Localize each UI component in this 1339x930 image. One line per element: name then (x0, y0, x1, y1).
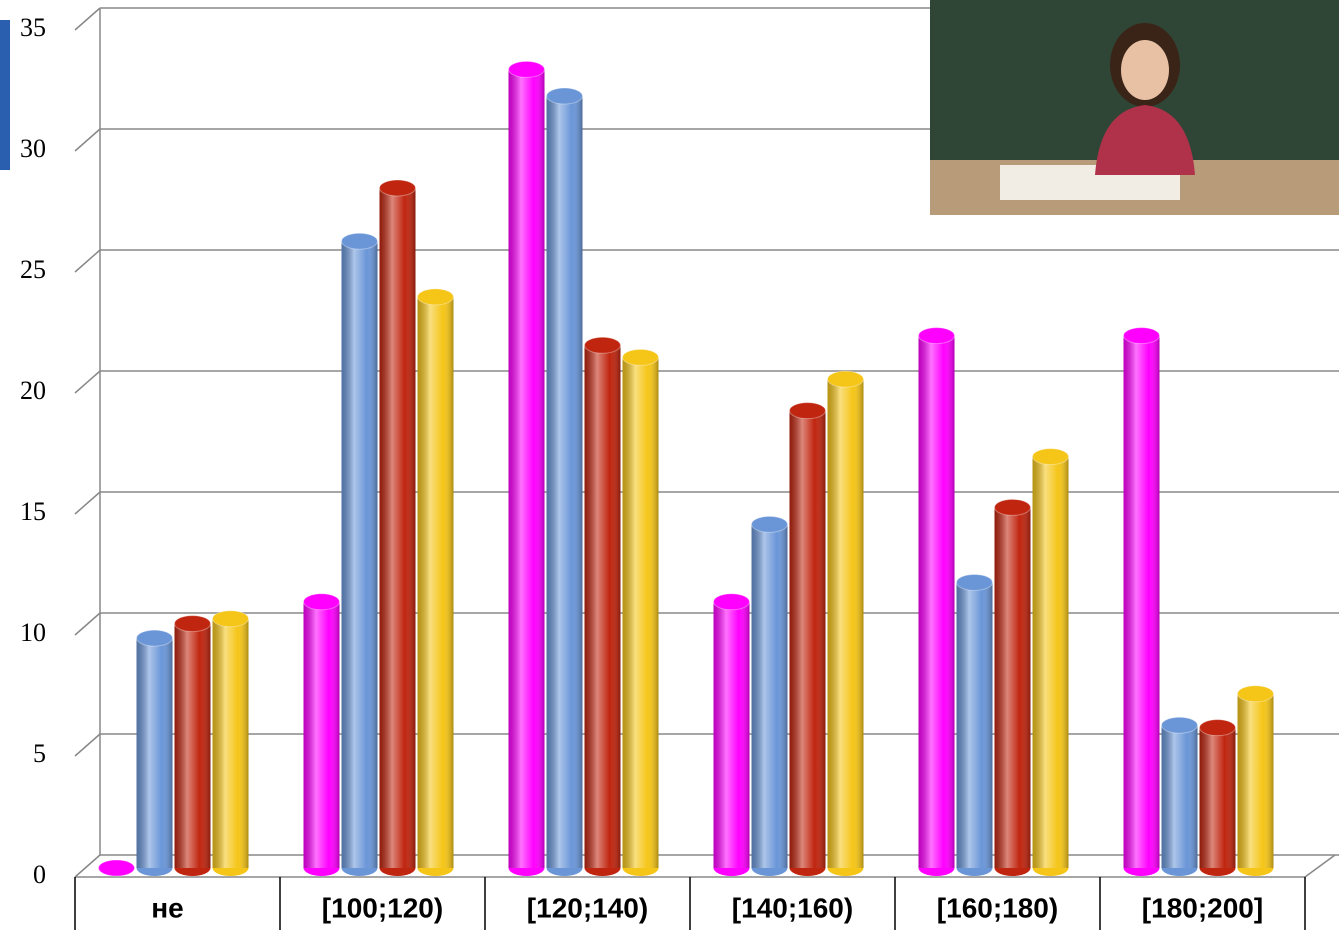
bar-shine (827, 379, 864, 868)
photo (930, 0, 1339, 215)
bar-shine (1199, 727, 1236, 868)
x-tick-label: [100;120) (322, 892, 443, 923)
bar-shine (789, 410, 826, 868)
bar (1199, 719, 1236, 876)
y-tick-label: 5 (33, 739, 46, 768)
bar-top (751, 515, 788, 533)
y-tick-label: 35 (20, 13, 46, 42)
bar-top (303, 593, 340, 611)
bar (827, 370, 864, 876)
bar-shine (303, 601, 340, 868)
bar-shine (1123, 335, 1160, 869)
y-tick-label: 0 (33, 860, 46, 889)
grid-line (74, 854, 101, 878)
bar (584, 336, 621, 876)
bar (546, 87, 583, 876)
bar-top (584, 336, 621, 354)
bar (751, 515, 788, 876)
bar-shine (508, 69, 545, 868)
grid-line (74, 491, 101, 515)
bar-top (1032, 448, 1069, 466)
bar-shine (956, 582, 993, 868)
x-tick-label: [160;180) (937, 892, 1058, 923)
bar (1237, 685, 1274, 876)
corner-decoration (0, 20, 10, 170)
grid-line (74, 370, 101, 394)
bar-shine (584, 345, 621, 868)
bar (379, 179, 416, 876)
y-tick-label: 25 (20, 255, 46, 284)
bar-shine (1161, 725, 1198, 868)
bar-shine (546, 96, 583, 868)
bar-shine (1032, 456, 1069, 868)
bar-top (1161, 716, 1198, 734)
x-tick-label: [120;140) (527, 892, 648, 923)
bar (417, 288, 454, 876)
bar-top (174, 615, 211, 633)
grid-line (74, 612, 101, 636)
bar (98, 859, 135, 877)
bar-top (622, 348, 659, 366)
bar-shine (136, 638, 173, 868)
y-tick-label: 20 (20, 376, 46, 405)
y-tick-label: 15 (20, 497, 46, 526)
bar-top (713, 593, 750, 611)
bar (1123, 327, 1160, 876)
floor-edge (1304, 854, 1336, 878)
bar (1032, 448, 1069, 876)
bar (1161, 716, 1198, 876)
bar-top (379, 179, 416, 197)
bar-shine (174, 623, 211, 868)
bar (789, 402, 826, 876)
y-tick-label: 10 (20, 618, 46, 647)
bar-shine (994, 507, 1031, 868)
bar-shine (417, 296, 454, 868)
bar (174, 615, 211, 876)
bar-top (918, 327, 955, 345)
bar (956, 573, 993, 876)
bar-top (98, 859, 135, 877)
bar-top (546, 87, 583, 105)
bar-top (1237, 685, 1274, 703)
bar-top (956, 573, 993, 591)
bar-top (508, 60, 545, 78)
bar-shine (379, 187, 416, 869)
bar-shine (1237, 693, 1274, 868)
x-tick-label: [180;200] (1142, 892, 1263, 923)
bar (994, 498, 1031, 876)
bar-shine (622, 357, 659, 868)
bar-top (789, 402, 826, 420)
bar (508, 60, 545, 876)
x-tick-label: не (151, 892, 183, 923)
bar-top (1199, 719, 1236, 737)
bar (303, 593, 340, 876)
bar (136, 629, 173, 876)
grid-line (74, 128, 101, 152)
bar-top (417, 288, 454, 306)
bar (212, 610, 249, 876)
grid-line (74, 7, 101, 31)
grid-line (74, 249, 101, 273)
bar-shine (341, 241, 378, 869)
x-tick-label: [140;160) (732, 892, 853, 923)
y-tick-label: 30 (20, 134, 46, 163)
bar-top (827, 370, 864, 388)
bar-shine (713, 601, 750, 868)
grid-line (74, 733, 101, 757)
bar (341, 232, 378, 876)
bar-top (1123, 327, 1160, 345)
bar-top (136, 629, 173, 647)
bar (918, 327, 955, 876)
bar-top (212, 610, 249, 628)
bar (622, 348, 659, 876)
bar-top (994, 498, 1031, 516)
bar-shine (918, 335, 955, 869)
bar-shine (212, 618, 249, 868)
bar-shine (751, 524, 788, 868)
bar-top (341, 232, 378, 250)
bar (713, 593, 750, 876)
